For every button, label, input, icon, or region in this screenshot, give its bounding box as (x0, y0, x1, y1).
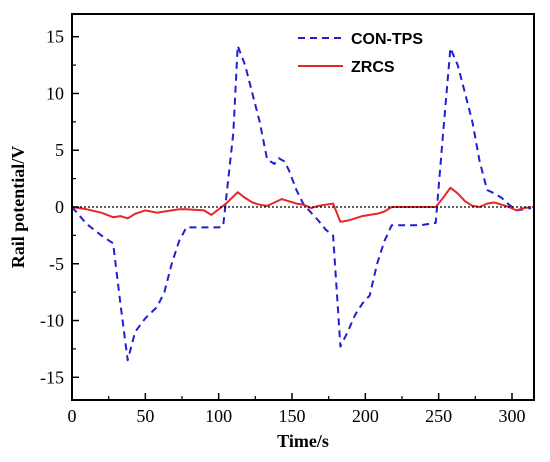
legend-label-con-tps: CON-TPS (351, 31, 423, 48)
y-tick-label: -10 (40, 311, 64, 331)
x-tick-label: 150 (279, 406, 306, 426)
legend: CON-TPS ZRCS (298, 31, 423, 76)
x-tick-label: 300 (499, 406, 526, 426)
y-tick-label: -15 (40, 367, 64, 387)
x-axis-ticks: 0 50 100 150 200 250 300 (68, 393, 526, 426)
series-line-zrcs (71, 186, 532, 223)
x-tick-label: 50 (136, 406, 154, 426)
y-tick-label: 10 (46, 83, 64, 103)
x-tick-label: 200 (352, 406, 379, 426)
x-tick-label: 0 (68, 406, 77, 426)
x-tick-label: 100 (205, 406, 232, 426)
x-tick-label: 250 (425, 406, 452, 426)
y-tick-label: 15 (46, 27, 64, 47)
x-axis-title: Time/s (277, 431, 329, 451)
series-layer (71, 44, 532, 362)
y-axis-ticks: 15 10 5 0 -5 -10 -15 (40, 27, 79, 387)
legend-label-zrcs: ZRCS (351, 59, 395, 76)
series-line-con-tps (71, 44, 532, 362)
y-axis-title: Rail potential/V (8, 146, 28, 269)
y-tick-label: 5 (55, 140, 64, 160)
y-tick-label: -5 (49, 254, 64, 274)
y-tick-label: 0 (55, 197, 64, 217)
